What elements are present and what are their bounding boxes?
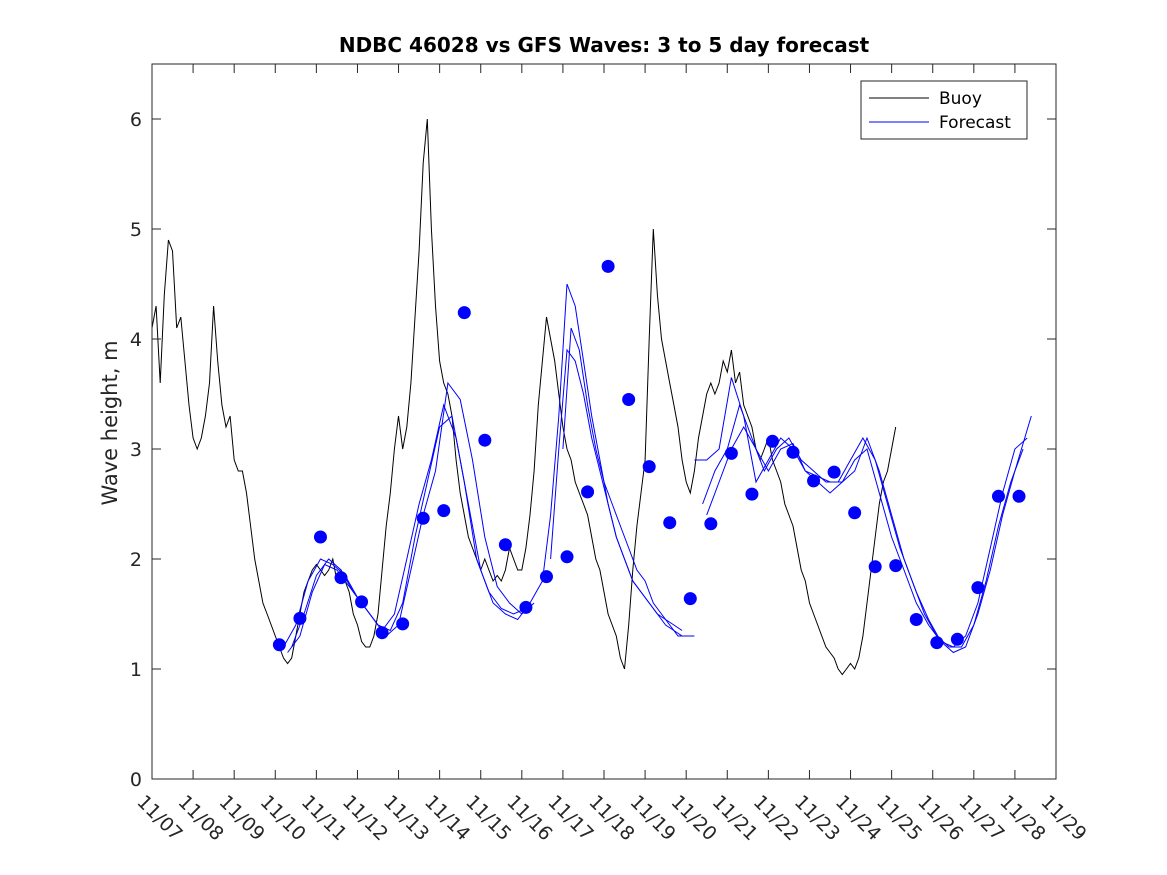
x-tick-label: 11/08 [174, 791, 228, 845]
plot-area-frame [151, 63, 1057, 780]
forecast-point [437, 504, 451, 518]
forecast-point [272, 638, 286, 652]
buoy-series-line [152, 118, 897, 676]
x-tick-label: 11/16 [502, 791, 556, 845]
forecast-point [642, 460, 656, 474]
x-tick-label: 11/11 [297, 791, 351, 845]
x-tick-label: 11/23 [790, 791, 844, 845]
x-tick-label: 11/14 [420, 791, 474, 845]
forecast-point [765, 434, 779, 448]
forecast-point [396, 617, 410, 631]
x-tick-label: 11/20 [667, 791, 721, 845]
forecast-point [457, 306, 471, 320]
y-tick-label: 3 [130, 439, 142, 461]
x-tick-label: 11/28 [995, 791, 1049, 845]
x-tick-label: 11/19 [626, 791, 680, 845]
forecast-point [745, 487, 759, 501]
forecast-point [663, 516, 677, 530]
forecast-point [478, 433, 492, 447]
forecast-run-line [291, 415, 527, 648]
x-tick-label: 11/22 [749, 791, 803, 845]
y-tick-label: 2 [130, 549, 142, 571]
x-tick-label: 11/07 [132, 791, 186, 845]
x-tick-label: 11/13 [379, 791, 433, 845]
forecast-run-line [283, 403, 543, 648]
forecast-point [724, 446, 738, 460]
forecast-point [786, 445, 800, 459]
forecast-run-line [541, 283, 691, 637]
forecast-run-line [287, 381, 535, 653]
x-tick-label: 11/27 [954, 791, 1008, 845]
forecast-point [560, 550, 574, 564]
forecast-point [950, 632, 964, 646]
forecast-point [848, 506, 862, 520]
x-tick-label: 11/10 [256, 791, 310, 845]
forecast-point [622, 393, 636, 406]
legend-forecast-label: Forecast [939, 113, 1011, 133]
forecast-point [601, 259, 615, 273]
forecast-point [868, 560, 882, 574]
y-tick-label: 6 [130, 109, 142, 131]
forecast-point [293, 611, 307, 625]
forecast-run-line [706, 415, 1032, 654]
chart-title: NDBC 46028 vs GFS Waves: 3 to 5 day fore… [339, 33, 870, 57]
forecast-point [930, 636, 944, 650]
y-tick-label: 4 [130, 329, 142, 351]
forecast-point [991, 489, 1005, 503]
x-tick-label: 11/12 [338, 791, 392, 845]
legend-buoy-label: Buoy [939, 89, 982, 109]
x-tick-label: 11/24 [831, 791, 885, 845]
forecast-point [498, 538, 512, 552]
forecast-point [519, 600, 533, 614]
x-tick-label: 11/15 [461, 791, 515, 845]
x-tick-label: 11/09 [215, 791, 269, 845]
forecast-point [313, 530, 327, 544]
x-tick-label: 11/21 [708, 791, 762, 845]
x-tick-label: 11/25 [872, 791, 926, 845]
x-tick-label: 11/17 [543, 791, 597, 845]
forecast-point [909, 613, 923, 626]
forecast-point [581, 485, 595, 499]
forecast-point [827, 465, 841, 479]
legend-box [860, 80, 1028, 140]
forecast-run-line [550, 348, 683, 631]
legend: Buoy Forecast [860, 80, 1028, 140]
y-axis-label: Wave height, m [98, 340, 122, 505]
forecast-point [807, 474, 821, 488]
forecast-point [971, 581, 985, 595]
forecast-point [539, 570, 553, 584]
x-tick-label: 11/29 [1036, 791, 1090, 845]
y-tick-label: 5 [130, 219, 142, 241]
x-tick-label: 11/26 [913, 791, 967, 845]
forecast-point [683, 592, 697, 606]
forecast-point [355, 595, 369, 609]
x-tick-label: 11/18 [584, 791, 638, 845]
forecast-run-line [562, 327, 695, 637]
forecast-point [334, 571, 348, 585]
forecast-point [375, 626, 389, 640]
forecast-point [1012, 489, 1026, 503]
y-tick-label: 1 [130, 659, 142, 681]
forecast-point [416, 511, 430, 525]
forecast-point [889, 559, 903, 573]
forecast-point [704, 517, 718, 531]
y-tick-label: 0 [130, 769, 142, 791]
